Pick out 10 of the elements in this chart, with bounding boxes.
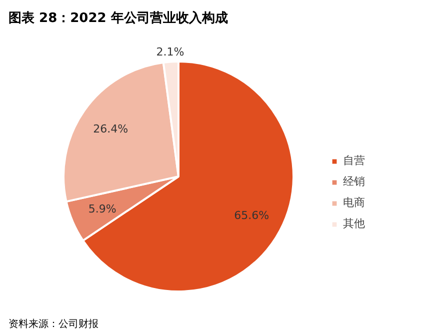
legend-label: 经销: [343, 174, 365, 189]
legend-label: 电商: [343, 195, 365, 210]
data-label: 5.9%: [88, 202, 116, 216]
data-label: 26.4%: [93, 122, 128, 136]
chart-title: 图表 28：2022 年公司营业收入构成: [8, 10, 228, 26]
legend-label: 自营: [343, 153, 365, 168]
legend-label: 其他: [343, 216, 365, 231]
data-label: 2.1%: [156, 45, 184, 58]
data-label: 65.6%: [234, 208, 270, 222]
text: 资料来源：公司财报: [8, 318, 98, 330]
